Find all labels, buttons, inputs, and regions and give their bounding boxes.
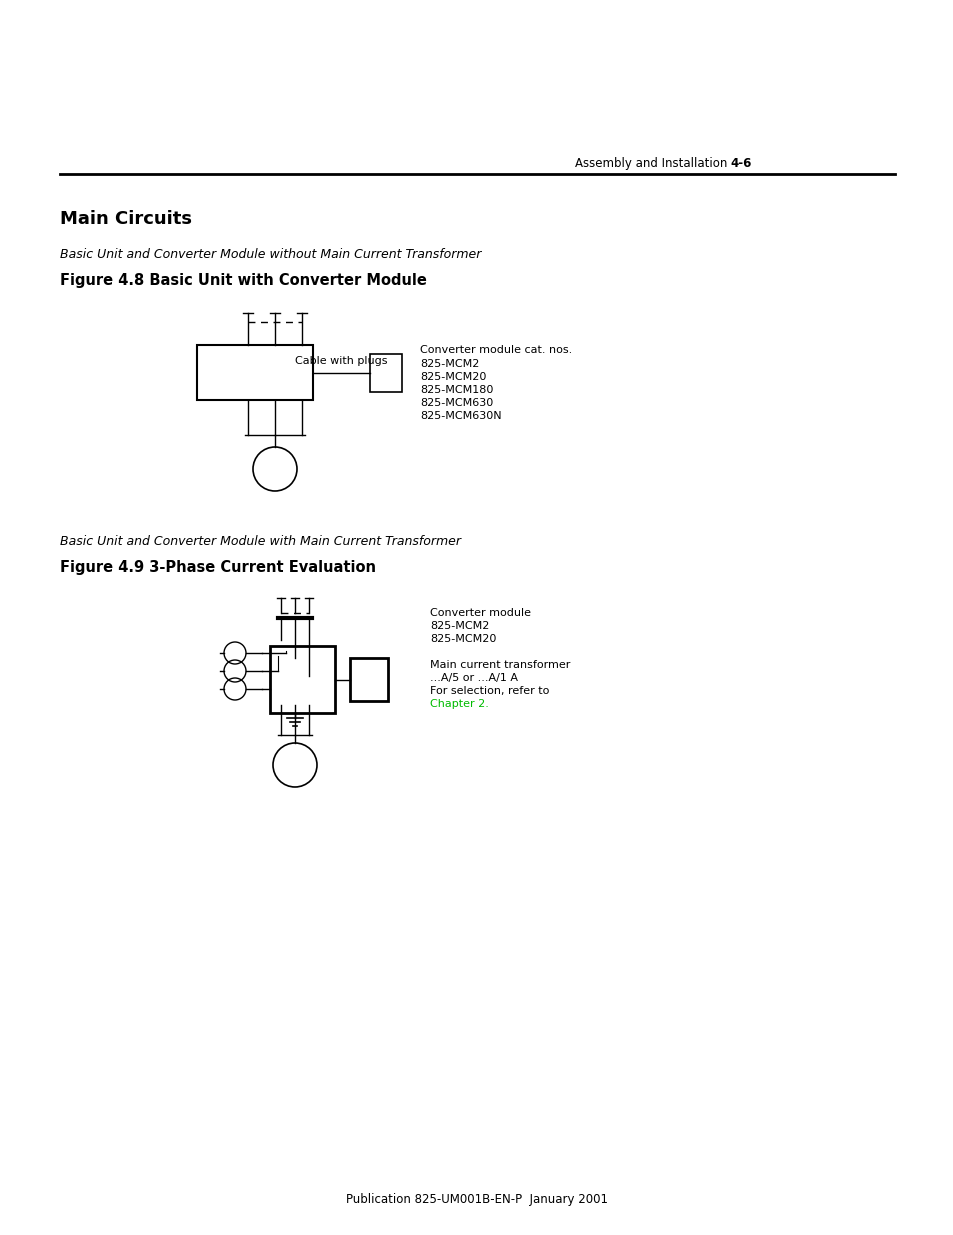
Text: For selection, refer to: For selection, refer to <box>430 685 549 697</box>
Text: Converter module: Converter module <box>430 608 531 618</box>
Text: 825-MCM20: 825-MCM20 <box>419 372 486 382</box>
Text: Publication 825-UM001B-EN-P  January 2001: Publication 825-UM001B-EN-P January 2001 <box>346 1193 607 1207</box>
Text: Main Circuits: Main Circuits <box>60 210 192 228</box>
Bar <box>270 646 335 713</box>
Text: 825-MCM630: 825-MCM630 <box>419 398 493 408</box>
Text: 825-MCM630N: 825-MCM630N <box>419 410 501 420</box>
Text: Main current transformer: Main current transformer <box>430 659 570 671</box>
Text: ...A/5 or ...A/1 A: ...A/5 or ...A/1 A <box>430 673 517 683</box>
Text: 825-MCM2: 825-MCM2 <box>419 358 478 368</box>
Bar <box>196 345 313 400</box>
Text: Converter module cat. nos.: Converter module cat. nos. <box>419 345 572 354</box>
Text: Assembly and Installation: Assembly and Installation <box>575 157 726 169</box>
Bar <box>370 353 401 391</box>
Text: 825-MCM2: 825-MCM2 <box>430 621 489 631</box>
Bar <box>350 658 388 701</box>
Text: 4-6: 4-6 <box>729 157 751 169</box>
Text: 825-MCM20: 825-MCM20 <box>430 634 496 643</box>
Text: Cable with plugs: Cable with plugs <box>294 356 387 366</box>
Text: Basic Unit and Converter Module without Main Current Transformer: Basic Unit and Converter Module without … <box>60 248 481 261</box>
Text: Basic Unit and Converter Module with Main Current Transformer: Basic Unit and Converter Module with Mai… <box>60 535 460 548</box>
Text: 825-MCM180: 825-MCM180 <box>419 384 493 394</box>
Text: Chapter 2.: Chapter 2. <box>430 699 488 709</box>
Text: Figure 4.8 Basic Unit with Converter Module: Figure 4.8 Basic Unit with Converter Mod… <box>60 273 426 288</box>
Text: Figure 4.9 3-Phase Current Evaluation: Figure 4.9 3-Phase Current Evaluation <box>60 559 375 576</box>
